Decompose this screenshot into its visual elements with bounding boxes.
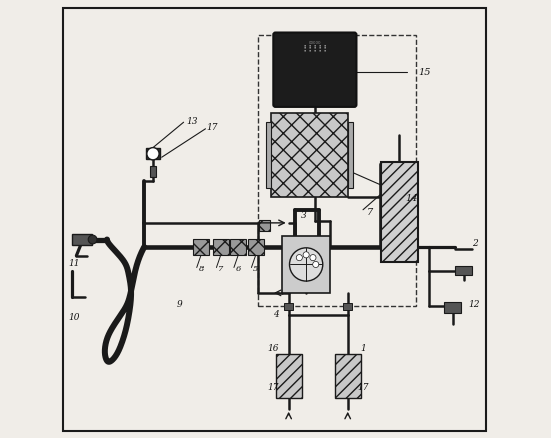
Bar bbox=[271, 114, 348, 197]
Circle shape bbox=[303, 252, 309, 258]
Bar bbox=[258, 35, 415, 306]
Bar bbox=[284, 303, 293, 311]
Text: 7: 7 bbox=[366, 208, 372, 217]
Text: 5: 5 bbox=[253, 265, 258, 272]
Bar bbox=[230, 240, 246, 255]
Bar bbox=[248, 240, 264, 255]
Bar bbox=[276, 354, 302, 398]
Text: 13: 13 bbox=[187, 116, 198, 125]
Text: 4: 4 bbox=[273, 310, 278, 319]
Text: 11: 11 bbox=[68, 258, 80, 267]
Circle shape bbox=[147, 148, 159, 160]
Bar bbox=[147, 149, 160, 160]
Text: 7: 7 bbox=[218, 265, 224, 272]
Bar bbox=[213, 240, 229, 255]
Bar bbox=[150, 166, 156, 177]
Bar bbox=[348, 123, 353, 188]
FancyBboxPatch shape bbox=[273, 33, 356, 108]
Text: 15: 15 bbox=[418, 68, 430, 77]
Bar bbox=[282, 237, 330, 293]
Text: 1: 1 bbox=[360, 343, 366, 352]
Text: 17: 17 bbox=[357, 383, 369, 392]
Bar bbox=[259, 220, 270, 231]
Circle shape bbox=[289, 248, 323, 282]
Bar bbox=[266, 123, 271, 188]
Circle shape bbox=[296, 255, 302, 261]
Text: 8: 8 bbox=[198, 265, 204, 272]
Bar bbox=[334, 354, 361, 398]
Text: ▪ ▪ ▪ ▪ ▪: ▪ ▪ ▪ ▪ ▪ bbox=[304, 46, 326, 50]
Circle shape bbox=[310, 255, 316, 261]
Bar bbox=[193, 240, 209, 255]
Text: 6: 6 bbox=[236, 265, 241, 272]
Text: 9: 9 bbox=[176, 300, 182, 309]
Text: ▪ ▪ ▪ ▪ ▪: ▪ ▪ ▪ ▪ ▪ bbox=[304, 43, 326, 47]
Text: ▪ ▪ ▪ ▪ ▪: ▪ ▪ ▪ ▪ ▪ bbox=[304, 49, 326, 53]
Text: 17: 17 bbox=[268, 383, 279, 392]
Text: 17: 17 bbox=[206, 123, 218, 132]
Bar bbox=[72, 234, 91, 245]
Circle shape bbox=[313, 262, 319, 268]
Text: 10: 10 bbox=[68, 313, 80, 322]
Text: 3: 3 bbox=[301, 211, 307, 220]
Text: ООООО: ООООО bbox=[309, 41, 321, 45]
Bar bbox=[455, 266, 472, 276]
Circle shape bbox=[88, 236, 97, 244]
Text: 2: 2 bbox=[472, 239, 478, 247]
Text: 14: 14 bbox=[405, 194, 418, 202]
Bar bbox=[381, 162, 418, 263]
Bar bbox=[343, 303, 352, 311]
Bar bbox=[444, 302, 462, 313]
Text: 12: 12 bbox=[469, 300, 480, 309]
Text: 16: 16 bbox=[268, 343, 279, 352]
